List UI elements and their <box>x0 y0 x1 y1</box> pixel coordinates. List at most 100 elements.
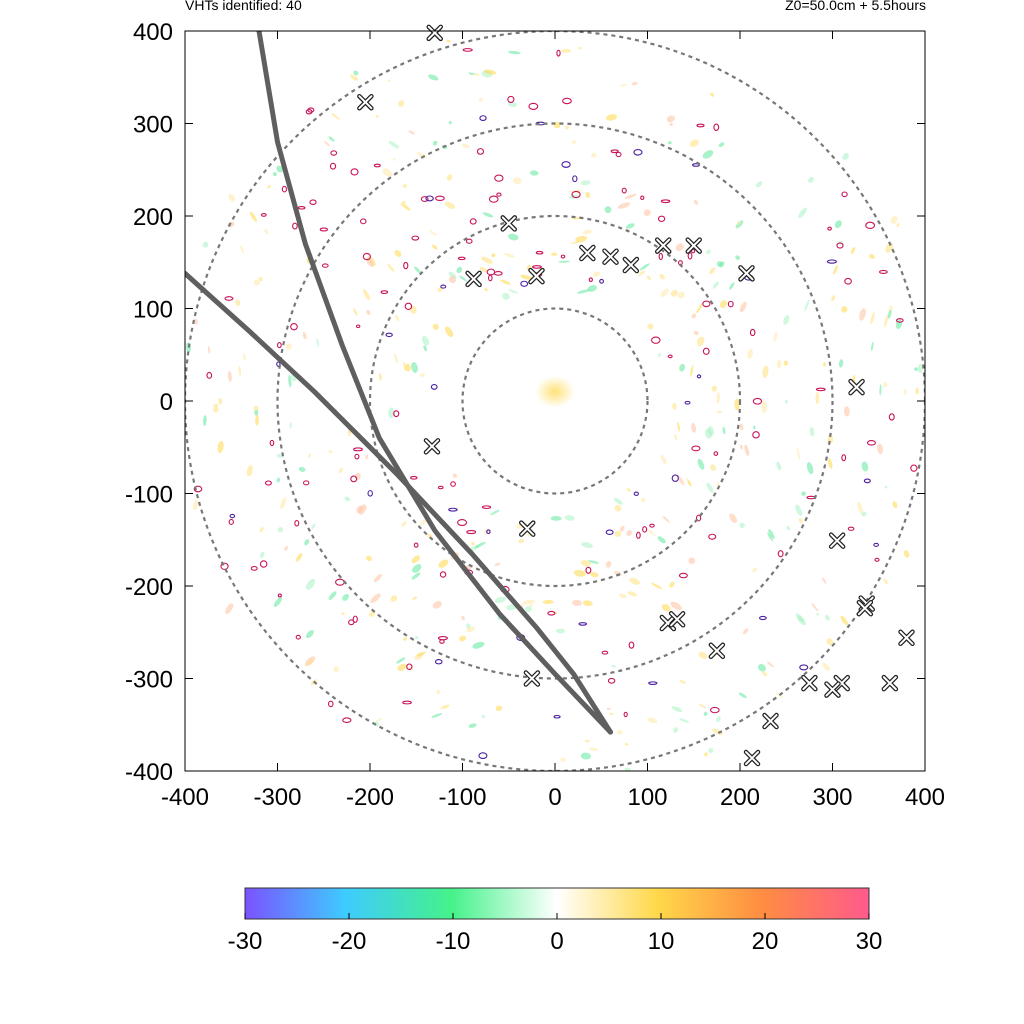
vht-contour <box>260 213 267 217</box>
colorbar-tick-label: 10 <box>648 928 675 955</box>
field-blob <box>373 574 382 583</box>
vht-contour <box>354 453 360 460</box>
field-blob <box>482 212 494 218</box>
field-blob <box>402 204 411 211</box>
field-blob <box>203 415 207 426</box>
field-blob <box>481 714 485 719</box>
field-blob <box>677 474 685 486</box>
vht-contour <box>888 413 895 421</box>
vht-marker-cross <box>529 269 544 284</box>
field-blob <box>659 273 665 280</box>
field-blob <box>698 703 707 709</box>
field-blob <box>394 352 398 364</box>
field-blob <box>331 113 340 120</box>
field-blob <box>738 692 747 699</box>
field-blob <box>768 529 775 539</box>
vht-count-label: VHTs identified: 40 <box>185 0 302 13</box>
vht-contour <box>494 174 504 182</box>
field-blob <box>401 521 407 527</box>
field-blob <box>508 101 517 108</box>
vht-contour <box>610 149 619 154</box>
vht-contour <box>547 610 556 616</box>
colorbar-tick-label: 30 <box>856 928 883 955</box>
field-blob <box>639 263 650 271</box>
vht-contour <box>556 49 561 57</box>
field-blob <box>520 274 532 280</box>
field-blob <box>689 365 694 378</box>
vht-contour <box>560 254 566 259</box>
field-blob <box>218 397 223 405</box>
vht-contour <box>799 664 809 671</box>
vht-contour <box>708 533 717 540</box>
field-blob <box>657 536 666 544</box>
range-ring <box>368 214 742 588</box>
field-blob <box>611 664 617 668</box>
vht-contour <box>295 634 301 640</box>
field-blob <box>550 252 558 256</box>
field-blob <box>253 405 259 412</box>
field-blob <box>677 291 685 299</box>
field-blob <box>520 603 525 606</box>
field-blob <box>414 266 422 274</box>
colorbar-tick-label: -30 <box>228 928 263 955</box>
field-blob <box>529 170 539 176</box>
field-blob <box>580 560 592 567</box>
field-blob <box>341 612 345 616</box>
field-blob <box>718 142 725 148</box>
vht-marker <box>519 520 536 537</box>
field-blob <box>662 515 670 523</box>
vht-marker-cross <box>427 25 442 40</box>
field-blob <box>896 222 900 228</box>
field-blob <box>822 662 831 671</box>
y-tick-label: -300 <box>125 667 173 694</box>
field-blob <box>638 270 646 276</box>
track-2 <box>185 270 613 735</box>
field-blob <box>811 602 819 612</box>
vht-marker-cross <box>825 682 840 697</box>
field-blob <box>877 443 883 455</box>
field-blob <box>744 444 750 456</box>
vht-marker <box>898 629 915 647</box>
field-blob <box>729 513 738 524</box>
field-blob <box>627 591 637 597</box>
field-blob <box>687 480 692 487</box>
field-blob <box>366 309 371 315</box>
y-tick-label: -200 <box>125 574 173 601</box>
field-blob <box>461 615 465 621</box>
range-ring <box>276 122 834 680</box>
vht-marker <box>881 674 899 692</box>
field-blob <box>564 125 570 130</box>
vht-contour <box>678 572 688 579</box>
field-blob <box>437 287 443 292</box>
vht-marker-cross <box>358 95 373 110</box>
field-blob <box>421 335 430 346</box>
field-blob <box>388 140 400 149</box>
field-blob <box>816 612 819 616</box>
field-blob <box>403 637 407 641</box>
field-blob <box>822 362 826 367</box>
field-blob <box>914 367 918 371</box>
vht-contour <box>836 242 844 249</box>
vht-contour <box>229 513 236 519</box>
field-blob <box>259 551 265 558</box>
field-blob <box>382 168 393 177</box>
field-blob <box>821 577 827 584</box>
field-blob <box>626 529 632 537</box>
vht-contour <box>657 215 666 223</box>
vht-contour <box>841 454 847 462</box>
field-blob <box>412 564 422 573</box>
field-blob <box>432 323 439 330</box>
field-blob <box>712 281 719 289</box>
vht-contour <box>277 593 282 598</box>
field-blob <box>670 601 682 611</box>
vht-contour <box>588 277 593 283</box>
field-blob <box>474 541 486 549</box>
field-blob <box>824 614 830 621</box>
field-blob <box>783 315 790 325</box>
vht-contour <box>621 187 627 194</box>
field-blob <box>704 752 708 757</box>
field-blob <box>412 596 418 601</box>
vht-marker-cross <box>802 676 817 691</box>
vht-marker-cross <box>466 271 481 286</box>
field-blob <box>242 353 246 361</box>
